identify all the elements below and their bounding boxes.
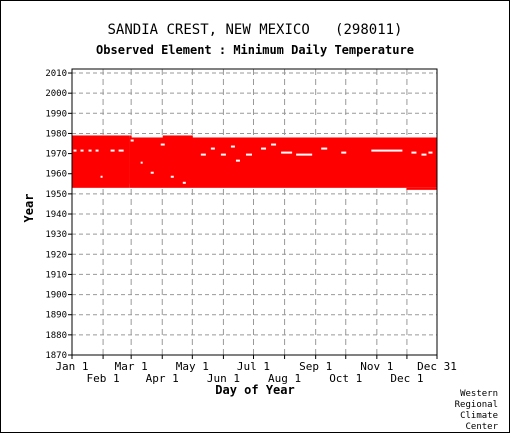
missing-data-mark [160,143,165,146]
x-tick-label: Jul 1 [237,360,270,373]
data-marks [72,135,438,190]
y-tick-label: 1950 [45,190,67,200]
missing-data-mark [88,149,92,152]
y-tick-label: 1870 [45,351,67,361]
missing-data-mark [371,149,403,152]
x-tick-label: Mar 1 [115,360,148,373]
x-tick-label: Dec 31 [417,360,457,373]
y-tick-label: 1990 [45,109,67,119]
x-tick-label: Jan 1 [55,360,88,373]
data-block [129,135,132,184]
missing-data-mark [421,153,427,156]
x-tick-label: Apr 1 [146,372,179,385]
missing-data-mark [261,147,267,150]
missing-data-mark [150,171,154,174]
plot-area [72,69,437,355]
x-axis-label: Day of Year [215,383,294,397]
missing-data-mark [235,159,240,162]
missing-data-mark [118,149,124,152]
missing-data-mark [296,153,313,156]
y-tick-label: 1920 [45,250,67,260]
x-tick-label: May 1 [176,360,209,373]
credit-line: Climate [460,411,498,421]
y-tick-label: 2010 [45,69,67,79]
missing-data-mark [110,149,115,152]
plot-background [72,69,437,355]
missing-data-mark [95,149,99,152]
chart-title: SANDIA CREST, NEW MEXICO (298011) [107,22,403,38]
x-tick-label: Oct 1 [329,372,362,385]
y-tick-label: 1960 [45,170,67,180]
missing-data-mark [100,175,103,178]
missing-data-mark [130,139,134,142]
x-tick-label: Sep 1 [299,360,332,373]
missing-data-mark [210,147,215,150]
x-tick-label: Jun 1 [207,372,240,385]
plot-border [71,68,438,356]
missing-data-mark [281,151,293,154]
missing-data-mark [411,151,417,154]
y-tick-label: 1900 [45,291,67,301]
x-tick-label: Feb 1 [87,372,120,385]
missing-data-mark [73,149,77,152]
y-tick-label: 1910 [45,270,67,280]
y-tick-label: 1930 [45,230,67,240]
y-tick-label: 1970 [45,150,67,160]
x-tick-label: Dec 1 [390,372,423,385]
axes: 1870 1880 1890 1900 1910 1920 1930 1940 1950 1960… [45,68,457,385]
missing-data-mark [245,153,252,156]
missing-data-mark [170,175,174,178]
x-tick-label: Nov 1 [360,360,393,373]
credit-line: Center [465,422,498,432]
data-block [406,187,437,190]
missing-data-mark [140,161,143,164]
y-tick-label: 1940 [45,210,67,220]
missing-data-mark [220,153,226,156]
data-block [72,135,130,188]
y-tick-label: 2000 [45,89,67,99]
missing-data-mark [271,143,277,146]
chart-subtitle: Observed Element : Minimum Daily Tempera… [96,43,414,57]
y-tick-label: 1980 [45,129,67,139]
credit-line: Western [460,389,498,399]
missing-data-mark [428,151,433,154]
x-tick-label: Aug 1 [268,372,301,385]
missing-data-mark [321,147,328,150]
y-axis-label: Year [22,194,36,223]
missing-data-mark [200,153,206,156]
missing-data-mark [182,181,186,184]
missing-data-mark [80,149,84,152]
credit-line: Regional [454,400,498,410]
missing-data-mark [341,151,347,154]
credit-block: Western Regional Climate Center [438,389,498,433]
y-tick-label: 1880 [45,331,67,341]
y-tick-label: 1890 [45,311,67,321]
missing-data-mark [230,145,235,148]
data-block [129,137,438,188]
data-block [162,135,193,140]
